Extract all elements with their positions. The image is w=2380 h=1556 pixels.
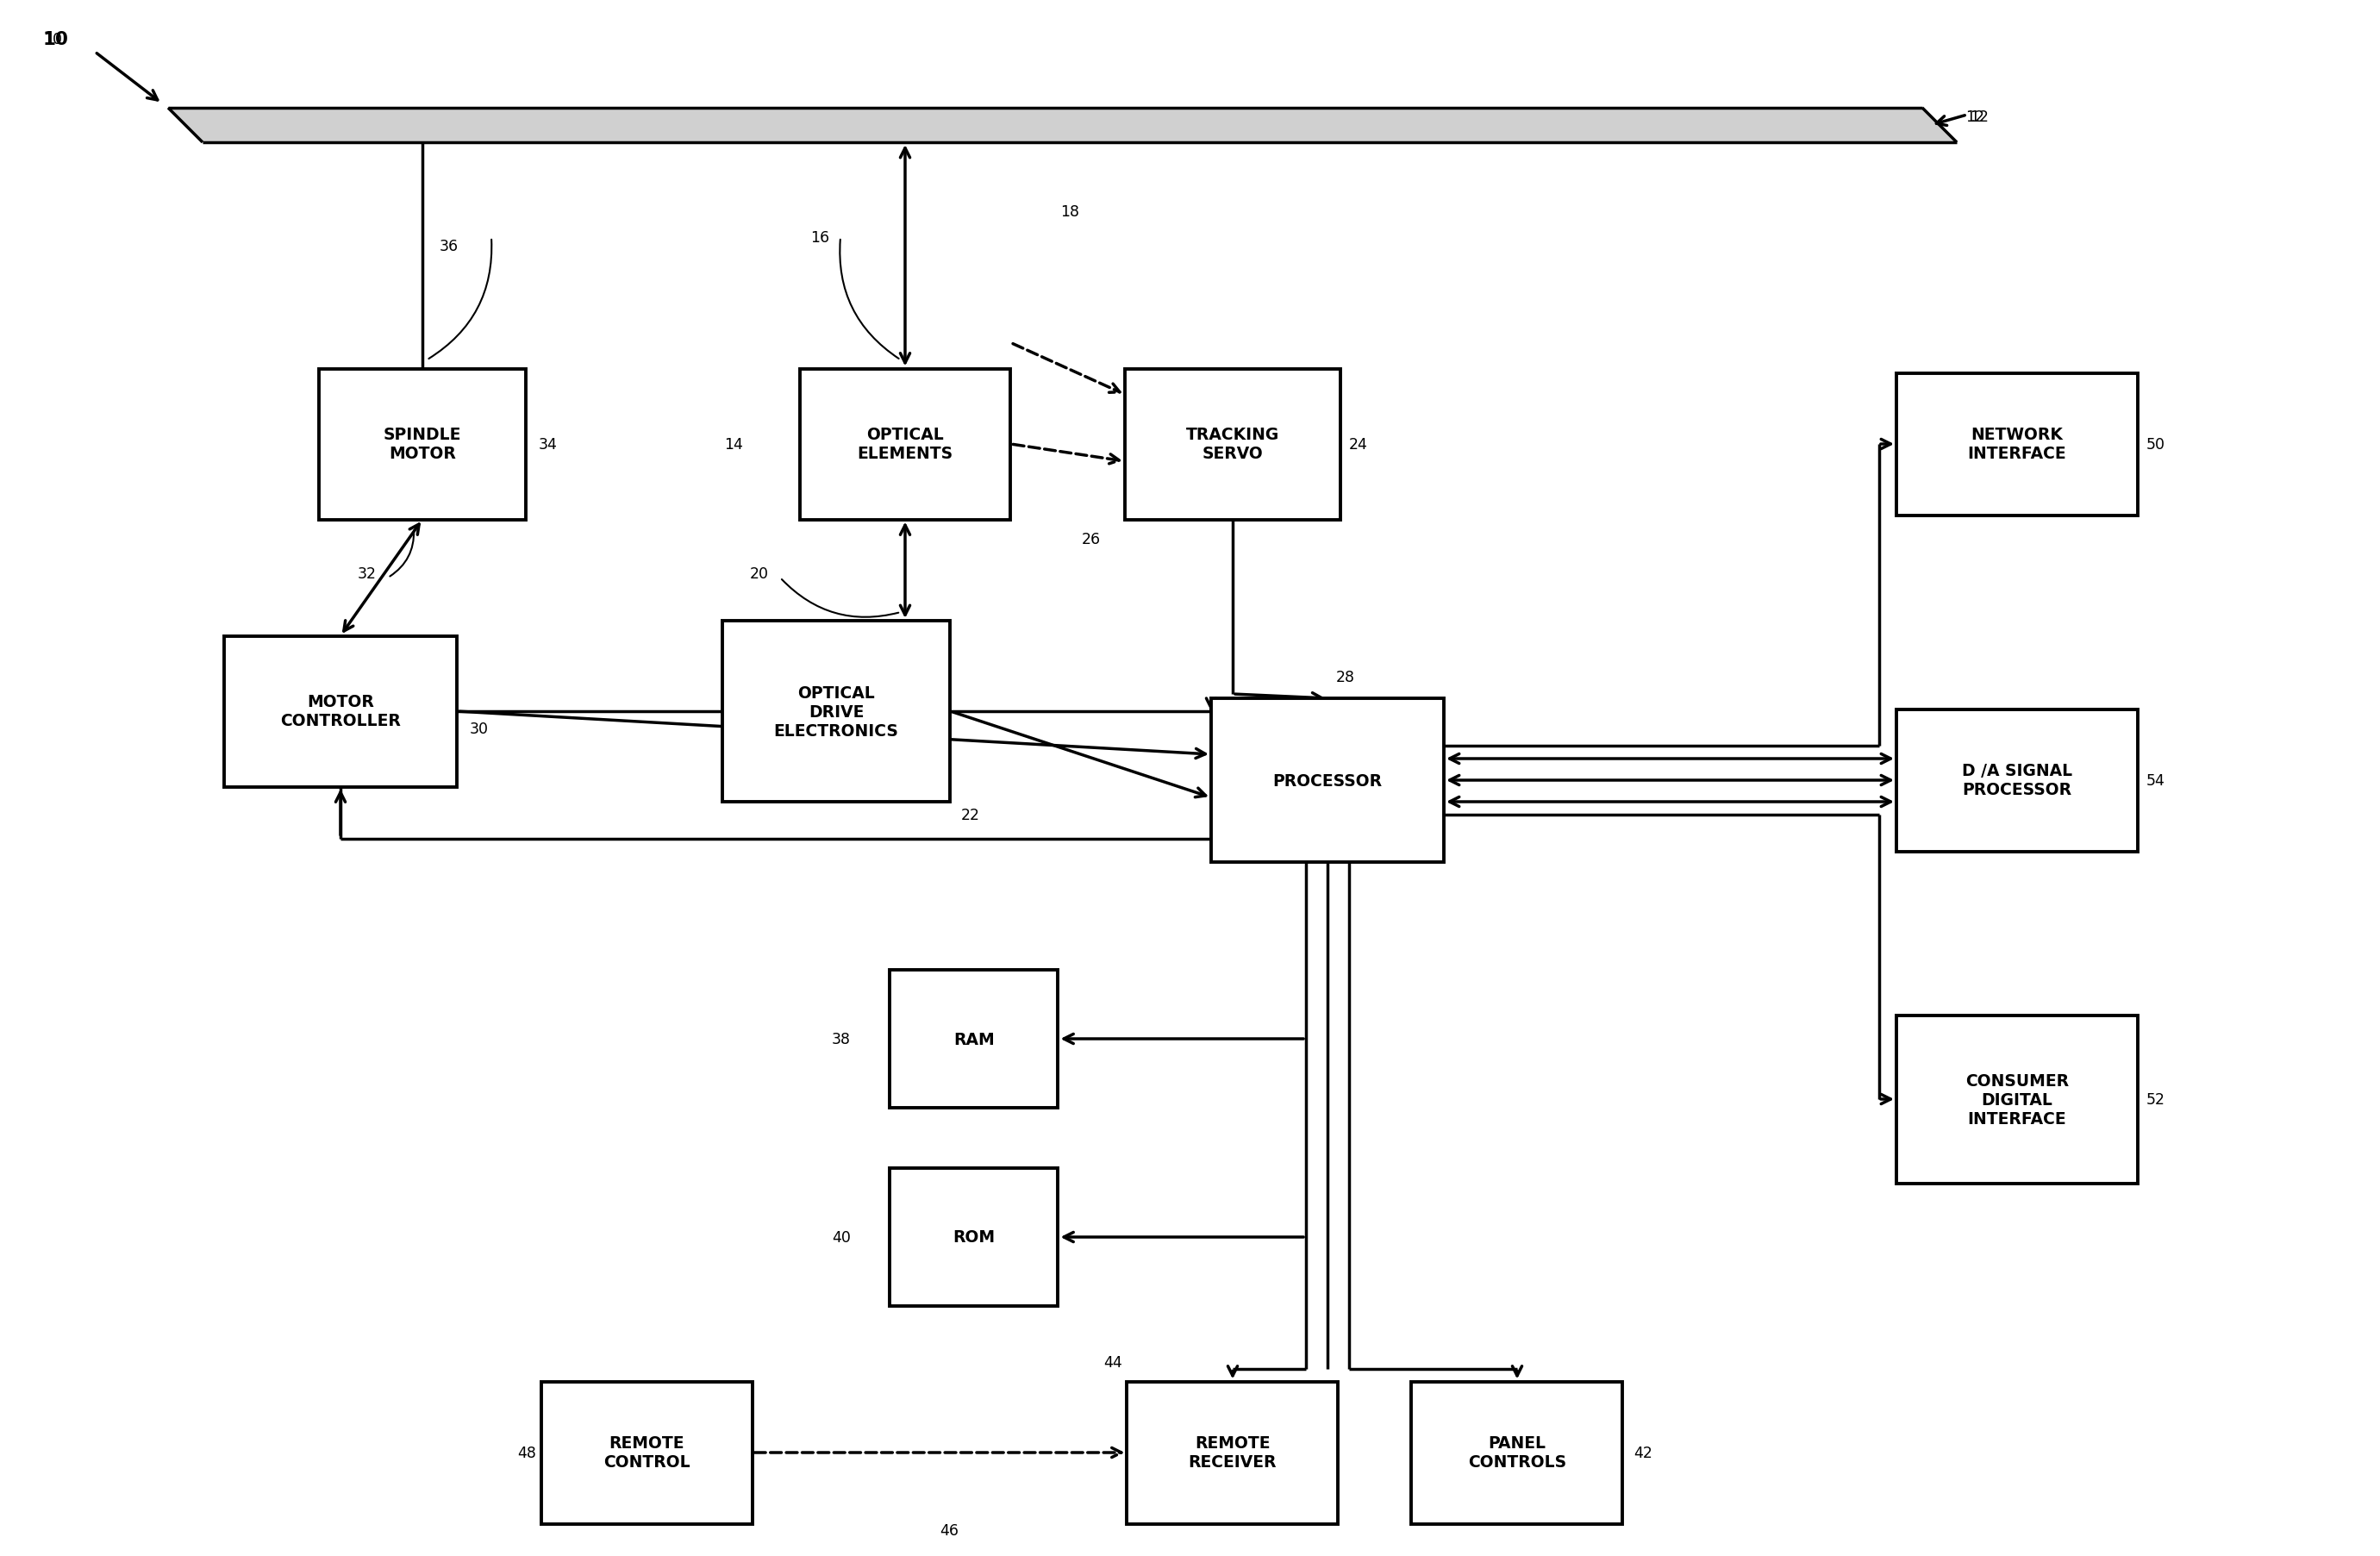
FancyBboxPatch shape <box>721 621 950 803</box>
Text: 14: 14 <box>724 437 743 453</box>
Text: 26: 26 <box>1083 532 1102 548</box>
Text: RAM: RAM <box>954 1032 995 1047</box>
FancyBboxPatch shape <box>1411 1382 1623 1523</box>
Text: 46: 46 <box>940 1522 959 1537</box>
Text: 34: 34 <box>538 437 557 453</box>
Text: 18: 18 <box>1059 204 1078 219</box>
FancyBboxPatch shape <box>224 636 457 787</box>
Text: 12: 12 <box>1971 109 1990 124</box>
Text: NETWORK
INTERFACE: NETWORK INTERFACE <box>1968 426 2066 462</box>
Text: TRACKING
SERVO: TRACKING SERVO <box>1185 426 1280 462</box>
FancyBboxPatch shape <box>1126 369 1340 520</box>
Text: 52: 52 <box>2147 1092 2166 1108</box>
FancyBboxPatch shape <box>1897 710 2137 851</box>
Text: CONSUMER
DIGITAL
INTERFACE: CONSUMER DIGITAL INTERFACE <box>1966 1072 2068 1127</box>
Text: 44: 44 <box>1104 1354 1121 1369</box>
Polygon shape <box>169 109 1956 143</box>
FancyBboxPatch shape <box>890 1169 1059 1305</box>
Text: 32: 32 <box>357 566 376 582</box>
Text: 28: 28 <box>1335 669 1354 685</box>
Text: SPINDLE
MOTOR: SPINDLE MOTOR <box>383 426 462 462</box>
Text: 22: 22 <box>962 808 981 823</box>
Text: OPTICAL
ELEMENTS: OPTICAL ELEMENTS <box>857 426 952 462</box>
FancyBboxPatch shape <box>800 369 1012 520</box>
Text: 24: 24 <box>1349 437 1368 453</box>
Text: REMOTE
RECEIVER: REMOTE RECEIVER <box>1188 1435 1276 1470</box>
FancyBboxPatch shape <box>1897 1016 2137 1184</box>
Text: D /A SIGNAL
PROCESSOR: D /A SIGNAL PROCESSOR <box>1961 762 2073 798</box>
Text: ROM: ROM <box>952 1229 995 1245</box>
FancyBboxPatch shape <box>890 969 1059 1108</box>
Text: REMOTE
CONTROL: REMOTE CONTROL <box>602 1435 690 1470</box>
Text: 38: 38 <box>833 1032 850 1047</box>
FancyBboxPatch shape <box>1211 699 1445 862</box>
Text: 16: 16 <box>809 230 828 246</box>
Text: 36: 36 <box>440 238 459 254</box>
Text: 50: 50 <box>2147 437 2166 453</box>
Text: 12: 12 <box>1966 109 1985 124</box>
Text: 40: 40 <box>833 1229 850 1245</box>
Text: 20: 20 <box>750 566 769 582</box>
Text: 54: 54 <box>2147 773 2166 789</box>
FancyBboxPatch shape <box>540 1382 752 1523</box>
Text: PANEL
CONTROLS: PANEL CONTROLS <box>1468 1435 1566 1470</box>
FancyBboxPatch shape <box>1128 1382 1338 1523</box>
Text: OPTICAL
DRIVE
ELECTRONICS: OPTICAL DRIVE ELECTRONICS <box>774 685 900 739</box>
FancyBboxPatch shape <box>1897 373 2137 515</box>
Text: MOTOR
CONTROLLER: MOTOR CONTROLLER <box>281 694 400 730</box>
Text: 48: 48 <box>516 1446 535 1461</box>
Text: PROCESSOR: PROCESSOR <box>1273 772 1383 789</box>
Text: 42: 42 <box>1633 1446 1652 1461</box>
Text: 10: 10 <box>43 31 62 47</box>
FancyBboxPatch shape <box>319 369 526 520</box>
Text: 10: 10 <box>43 31 69 48</box>
Text: 30: 30 <box>469 720 488 736</box>
